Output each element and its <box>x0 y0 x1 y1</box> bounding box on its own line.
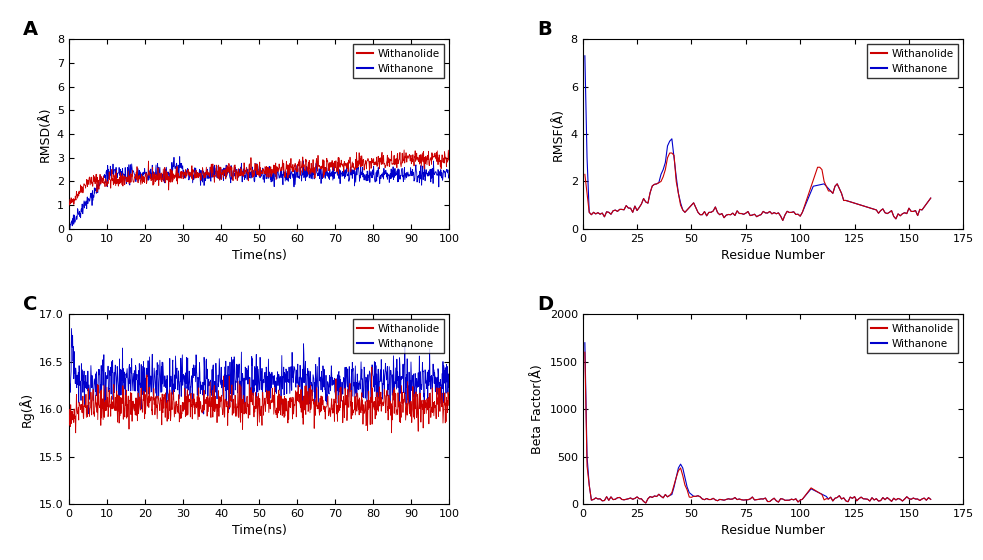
Text: D: D <box>537 295 553 314</box>
X-axis label: Residue Number: Residue Number <box>722 249 825 262</box>
Y-axis label: RMSD(Å): RMSD(Å) <box>38 106 51 162</box>
Y-axis label: Beta Factor(Å): Beta Factor(Å) <box>531 364 545 454</box>
Text: B: B <box>537 20 551 39</box>
Legend: Withanolide, Withanone: Withanolide, Withanone <box>353 44 444 78</box>
X-axis label: Time(ns): Time(ns) <box>232 524 287 538</box>
Y-axis label: RMSF(Å): RMSF(Å) <box>552 108 565 161</box>
X-axis label: Time(ns): Time(ns) <box>232 249 287 262</box>
Legend: Withanolide, Withanone: Withanolide, Withanone <box>353 320 444 353</box>
Text: C: C <box>24 295 37 314</box>
Y-axis label: Rg(Å): Rg(Å) <box>19 391 33 427</box>
Legend: Withanolide, Withanone: Withanolide, Withanone <box>867 320 958 353</box>
X-axis label: Residue Number: Residue Number <box>722 524 825 538</box>
Legend: Withanolide, Withanone: Withanolide, Withanone <box>867 44 958 78</box>
Text: A: A <box>24 20 38 39</box>
